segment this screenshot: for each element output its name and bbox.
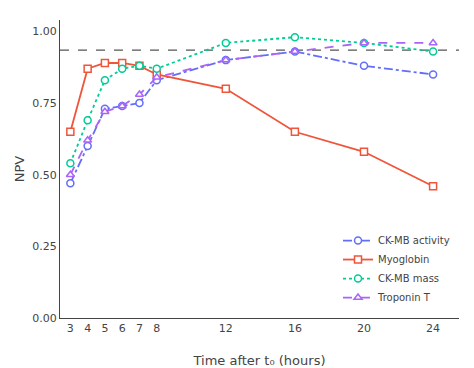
svg-text:0.25: 0.25 xyxy=(32,240,57,253)
svg-text:7: 7 xyxy=(136,322,143,335)
svg-text:Troponin T: Troponin T xyxy=(377,292,431,303)
svg-text:24: 24 xyxy=(426,322,440,335)
svg-text:8: 8 xyxy=(153,322,160,335)
svg-text:20: 20 xyxy=(357,322,371,335)
svg-text:0.50: 0.50 xyxy=(32,169,57,182)
svg-text:6: 6 xyxy=(119,322,126,335)
svg-text:CK-MB activity: CK-MB activity xyxy=(378,235,450,246)
svg-text:Time after t₀ (hours): Time after t₀ (hours) xyxy=(193,353,326,368)
svg-text:16: 16 xyxy=(288,322,302,335)
svg-text:NPV: NPV xyxy=(12,156,27,183)
svg-text:5: 5 xyxy=(101,322,108,335)
svg-text:12: 12 xyxy=(219,322,233,335)
svg-text:4: 4 xyxy=(84,322,91,335)
svg-text:0.75: 0.75 xyxy=(32,97,57,110)
svg-text:1.00: 1.00 xyxy=(32,25,57,38)
svg-text:0.00: 0.00 xyxy=(32,312,57,325)
svg-text:3: 3 xyxy=(67,322,74,335)
svg-text:CK-MB mass: CK-MB mass xyxy=(378,273,439,284)
svg-text:Myoglobin: Myoglobin xyxy=(378,254,429,265)
